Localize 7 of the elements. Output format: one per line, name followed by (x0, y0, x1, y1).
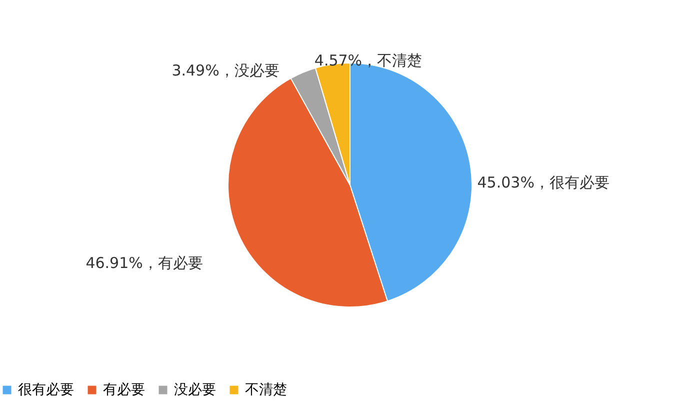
data-label: 45.03%，很有必要 (477, 173, 610, 192)
legend-label: 没必要 (174, 382, 216, 398)
data-label: 3.49%，没必要 (172, 61, 280, 80)
legend-label: 很有必要 (18, 382, 74, 398)
data-label: 46.91%，有必要 (86, 254, 203, 272)
legend-label: 有必要 (103, 382, 145, 398)
legend-label: 不清楚 (245, 382, 287, 398)
